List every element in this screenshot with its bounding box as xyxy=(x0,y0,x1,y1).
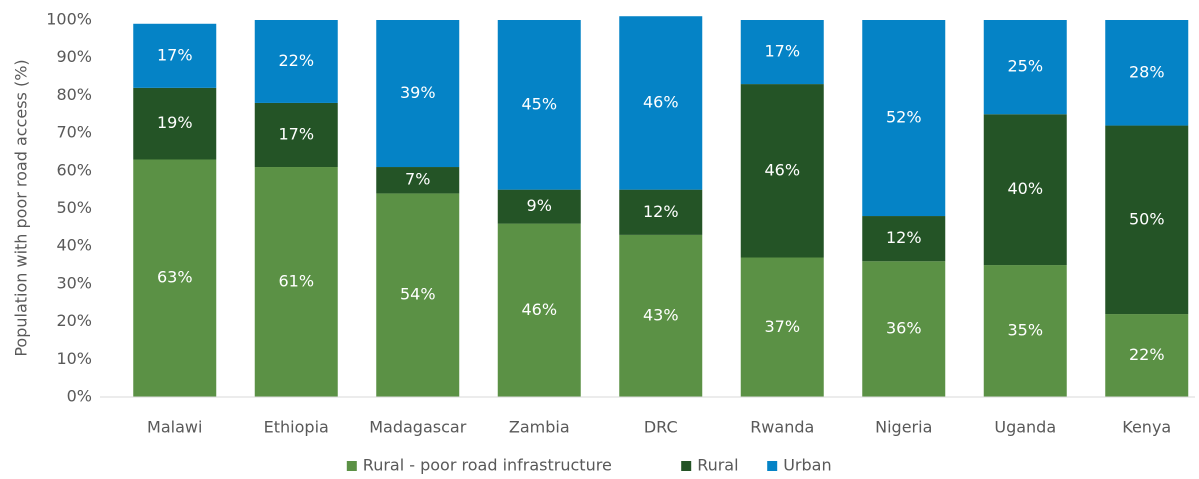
bar-segment xyxy=(497,20,581,190)
value-label: 35% xyxy=(1007,321,1043,340)
value-label: 43% xyxy=(643,305,679,324)
bar-segment xyxy=(619,189,703,235)
value-label: 7% xyxy=(405,170,430,189)
value-label: 17% xyxy=(278,124,314,143)
value-label: 40% xyxy=(1007,179,1043,198)
legend-swatch xyxy=(767,461,778,471)
bar-segment xyxy=(983,265,1067,397)
bar-segment xyxy=(376,20,460,168)
y-tick-label: 20% xyxy=(56,311,92,330)
bar-segment xyxy=(740,84,824,258)
value-label: 28% xyxy=(1129,62,1165,81)
bar-segment xyxy=(740,257,824,397)
legend-swatch xyxy=(346,461,357,471)
value-label: 17% xyxy=(157,45,193,64)
y-tick-label: 0% xyxy=(67,387,92,406)
x-tick-label: Madagascar xyxy=(369,418,466,437)
y-tick-label: 60% xyxy=(56,160,92,179)
bar-segment xyxy=(133,23,217,88)
bar-segment xyxy=(862,261,946,397)
bar-segment xyxy=(254,20,338,103)
y-tick-label: 10% xyxy=(56,349,92,368)
legend-label: Rural xyxy=(697,456,738,475)
legend-label: Rural - poor road infrastructure xyxy=(363,456,612,475)
value-label: 12% xyxy=(643,202,679,221)
bar-segment xyxy=(862,20,946,217)
y-tick-label: 90% xyxy=(56,47,92,66)
bar-segment xyxy=(619,234,703,397)
y-axis-label: Population with poor road access (%) xyxy=(12,59,31,356)
value-label: 17% xyxy=(764,42,800,61)
bar-segment xyxy=(497,189,581,224)
value-label: 36% xyxy=(886,319,922,338)
bar-segment xyxy=(1105,314,1189,397)
bar-segment xyxy=(133,159,217,397)
bar-segment xyxy=(376,193,460,397)
bar-segment xyxy=(983,114,1067,266)
value-label: 37% xyxy=(764,317,800,336)
y-tick-label: 30% xyxy=(56,273,92,292)
value-label: 52% xyxy=(886,108,922,127)
value-label: 63% xyxy=(157,268,193,287)
bar-segment xyxy=(619,16,703,190)
value-label: 9% xyxy=(527,196,552,215)
y-tick-label: 50% xyxy=(56,198,92,217)
legend-swatch xyxy=(681,461,692,471)
x-tick-label: DRC xyxy=(644,418,678,437)
value-label: 54% xyxy=(400,285,436,304)
bar-segment xyxy=(740,20,824,85)
value-label: 50% xyxy=(1129,209,1165,228)
bar-segment xyxy=(983,20,1067,115)
bar-segment xyxy=(133,87,217,160)
bar-segment xyxy=(497,223,581,397)
value-label: 45% xyxy=(521,94,557,113)
value-label: 46% xyxy=(521,300,557,319)
value-label: 12% xyxy=(886,228,922,247)
x-tick-label: Zambia xyxy=(509,418,570,437)
value-label: 61% xyxy=(278,272,314,291)
y-tick-label: 80% xyxy=(56,85,92,104)
x-tick-label: Nigeria xyxy=(875,418,932,437)
bar-segment xyxy=(1105,125,1189,315)
x-tick-label: Ethiopia xyxy=(264,418,329,437)
value-label: 39% xyxy=(400,83,436,102)
value-label: 25% xyxy=(1007,57,1043,76)
x-tick-label: Kenya xyxy=(1122,418,1171,437)
x-tick-label: Malawi xyxy=(147,418,202,437)
y-tick-label: 70% xyxy=(56,123,92,142)
bar-segment xyxy=(1105,20,1189,126)
legend-label: Urban xyxy=(783,456,831,475)
x-tick-label: Rwanda xyxy=(750,418,814,437)
value-label: 22% xyxy=(278,51,314,70)
value-label: 46% xyxy=(643,92,679,111)
y-tick-label: 40% xyxy=(56,236,92,255)
bar-segment xyxy=(376,167,460,194)
x-tick-label: Uganda xyxy=(994,418,1056,437)
y-tick-label: 100% xyxy=(46,10,92,29)
bar-segment xyxy=(254,167,338,397)
bar-segment xyxy=(862,216,946,262)
value-label: 22% xyxy=(1129,345,1165,364)
value-label: 46% xyxy=(764,160,800,179)
value-label: 19% xyxy=(157,113,193,132)
bar-segment xyxy=(254,102,338,168)
